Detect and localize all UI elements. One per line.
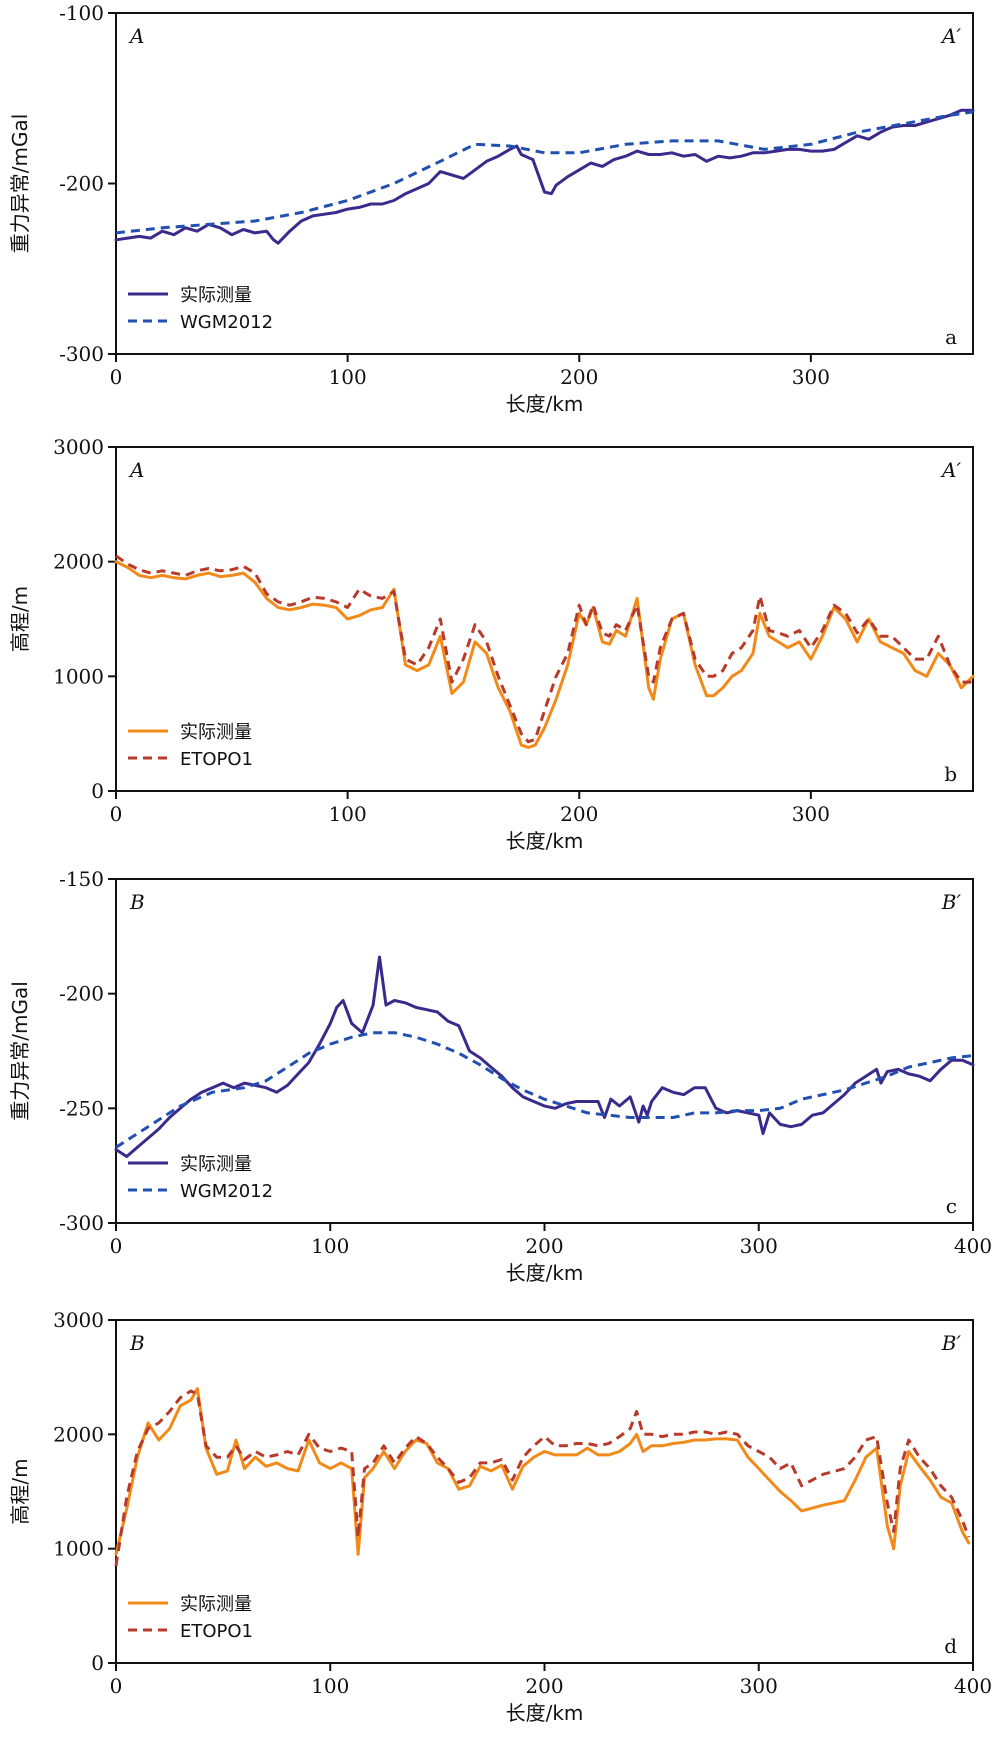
panel-letter: b — [944, 762, 957, 786]
x-tick-label: 200 — [560, 365, 598, 389]
series-line-measured — [114, 955, 975, 1158]
y-tick-label: -100 — [59, 1, 104, 25]
y-tick-label: 0 — [91, 779, 104, 803]
series-line-reference — [114, 1389, 971, 1567]
legend-label: 实际测量 — [180, 285, 252, 306]
x-tick-label: 300 — [740, 1674, 778, 1698]
x-axis-title: 长度/km — [506, 1261, 584, 1285]
x-tick-label: 400 — [954, 1234, 992, 1258]
x-tick-label: 200 — [525, 1234, 563, 1258]
y-tick-label: -300 — [59, 1211, 104, 1235]
legend-label: 实际测量 — [180, 1154, 252, 1175]
x-tick-label: 0 — [110, 1674, 123, 1698]
x-tick-label: 100 — [329, 365, 367, 389]
y-tick-label: -250 — [59, 1096, 104, 1120]
y-tick-label: 3000 — [53, 435, 104, 459]
x-tick-label: 300 — [792, 365, 830, 389]
y-tick-label: -300 — [59, 342, 104, 366]
x-tick-label: 400 — [954, 1674, 992, 1698]
series-line-measured — [114, 560, 975, 749]
y-tick-label: -150 — [59, 867, 104, 891]
panel-letter: a — [945, 325, 957, 349]
legend-label: ETOPO1 — [180, 1621, 253, 1642]
corner-label-right: A′ — [940, 24, 961, 48]
x-axis-title: 长度/km — [506, 1701, 584, 1725]
y-tick-label: 1000 — [53, 664, 104, 688]
corner-label-left: A — [128, 458, 144, 482]
series-line-reference — [115, 1031, 974, 1149]
y-tick-label: -200 — [59, 982, 104, 1006]
y-axis-title: 高程/m — [8, 586, 32, 652]
legend-label: 实际测量 — [180, 722, 252, 743]
corner-label-right: A′ — [940, 458, 961, 482]
corner-label-right: B′ — [941, 1331, 962, 1355]
legend-label: WGM2012 — [180, 312, 273, 333]
panel-letter: d — [944, 1634, 957, 1658]
x-tick-label: 200 — [560, 802, 598, 826]
y-tick-label: 1000 — [53, 1537, 104, 1561]
chart-panel-d: 0 100 200 300 400 0 1000 2000 3000 长度/km 高程/m B B′ d 实… — [8, 1308, 992, 1725]
y-axis-title: 重力异常/mGal — [8, 114, 32, 254]
chart-panel-a: 0 100 200 300 -300 -200 -100 长度/km 重力异常/mGal A A′ a… — [8, 1, 975, 416]
x-tick-label: 100 — [311, 1674, 349, 1698]
corner-label-left: B — [129, 1331, 145, 1355]
x-tick-label: 0 — [110, 365, 123, 389]
x-tick-label: 300 — [740, 1234, 778, 1258]
y-tick-label: 0 — [91, 1651, 104, 1675]
x-tick-label: 0 — [110, 802, 123, 826]
series-line-measured — [114, 1387, 971, 1556]
corner-label-left: B — [129, 890, 145, 914]
y-tick-label: -200 — [59, 172, 104, 196]
y-tick-label: 2000 — [53, 1422, 104, 1446]
legend-label: 实际测量 — [180, 1594, 252, 1615]
x-axis-title: 长度/km — [506, 829, 584, 853]
series-line-measured — [114, 108, 975, 245]
x-axis-title: 长度/km — [506, 392, 584, 416]
x-tick-label: 0 — [110, 1234, 123, 1258]
y-axis-title: 高程/m — [8, 1458, 32, 1524]
y-tick-label: 3000 — [53, 1308, 104, 1332]
series-line-reference — [115, 554, 973, 744]
corner-label-left: A — [128, 24, 144, 48]
corner-label-right: B′ — [941, 890, 962, 914]
series-line-reference — [115, 110, 974, 235]
x-tick-label: 100 — [311, 1234, 349, 1258]
chart-panel-c: 0 100 200 300 400 -300 -250 -200 -150 长度/km 重力异常/m… — [8, 867, 992, 1285]
legend-label: ETOPO1 — [180, 749, 253, 770]
y-axis-title: 重力异常/mGal — [8, 981, 32, 1121]
legend-label: WGM2012 — [180, 1181, 273, 1202]
plot-frame — [115, 446, 974, 792]
y-tick-label: 2000 — [53, 550, 104, 574]
panel-letter: c — [946, 1194, 957, 1218]
x-tick-label: 100 — [329, 802, 367, 826]
x-tick-label: 300 — [792, 802, 830, 826]
x-tick-label: 200 — [525, 1674, 563, 1698]
